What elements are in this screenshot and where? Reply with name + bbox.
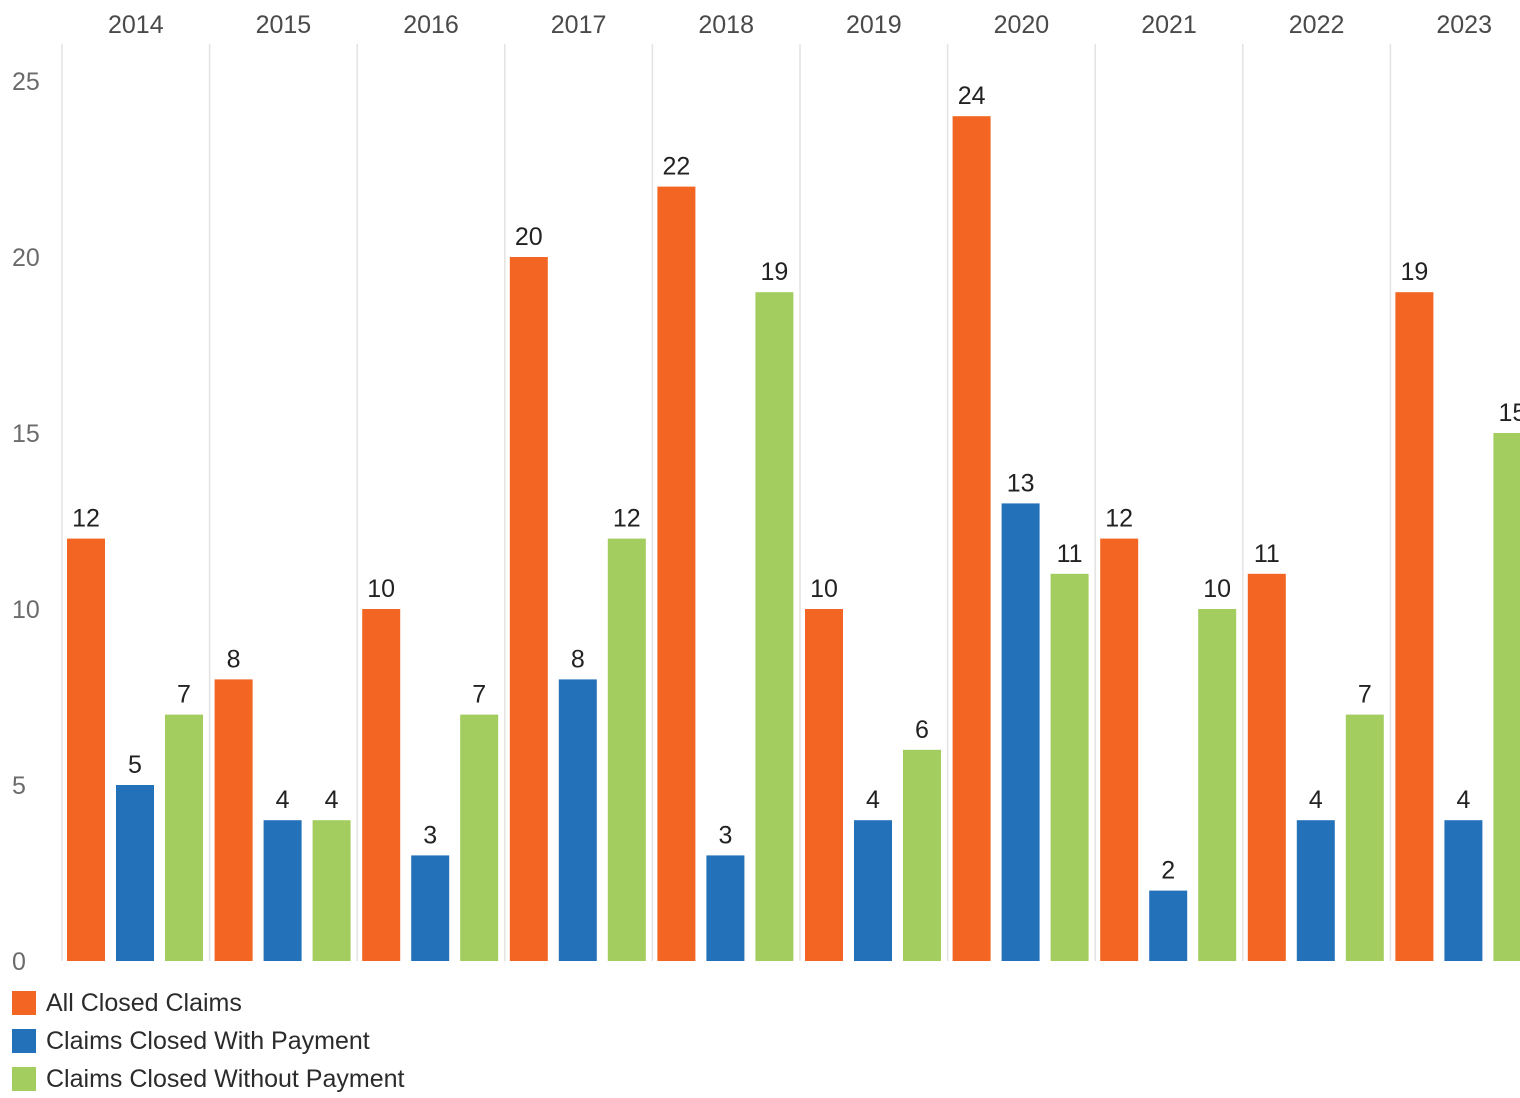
- bar-value-label: 11: [1057, 540, 1083, 568]
- legend-label: All Closed Claims: [46, 988, 242, 1017]
- x-tick-label: 2022: [1289, 11, 1345, 39]
- y-tick-label: 20: [12, 244, 40, 272]
- bar-value-label: 8: [227, 645, 241, 673]
- bar: [263, 820, 302, 961]
- bar: [903, 749, 941, 961]
- bar: [165, 714, 203, 961]
- bar: [952, 116, 991, 961]
- bar: [509, 257, 548, 961]
- x-tick-label: 2023: [1436, 11, 1492, 39]
- legend-label: Claims Closed With Payment: [46, 1026, 370, 1055]
- bar-value-label: 8: [571, 645, 585, 673]
- bar-value-label: 10: [810, 575, 838, 603]
- bar: [1100, 538, 1139, 961]
- x-tick-label: 2016: [403, 11, 459, 39]
- bar: [362, 609, 401, 961]
- bar: [1001, 503, 1040, 961]
- bar-value-label: 22: [662, 153, 690, 181]
- bar-value-label: 3: [718, 821, 732, 849]
- x-axis: 2014 2015 2016 2017 2018 2019 2020 2021 2022 2023: [108, 11, 1492, 39]
- x-tick-label: 2020: [994, 11, 1050, 39]
- bar-value-label: 5: [128, 751, 142, 779]
- bar: [558, 679, 597, 961]
- bar: [1050, 573, 1089, 961]
- x-tick-label: 2017: [551, 11, 607, 39]
- bar: [214, 679, 253, 961]
- bar-value-label: 12: [72, 505, 100, 533]
- y-tick-label: 10: [12, 596, 40, 624]
- legend-swatch: [12, 1029, 36, 1053]
- bar: [460, 714, 499, 961]
- bar: [607, 538, 646, 961]
- bar-value-label: 24: [958, 82, 986, 110]
- bar-value-label: 10: [367, 575, 395, 603]
- legend-item-claims-closed-without-payment: Claims Closed Without Payment: [12, 1060, 404, 1098]
- bar-value-label: 20: [515, 223, 543, 251]
- bar-value-label: 4: [1456, 786, 1470, 814]
- bar-value-label: 6: [915, 716, 929, 744]
- bar: [1395, 292, 1434, 961]
- x-tick-label: 2018: [698, 11, 754, 39]
- bar: [116, 785, 154, 961]
- x-tick-label: 2019: [846, 11, 902, 39]
- y-tick-label: 0: [12, 948, 26, 976]
- bar: [657, 186, 696, 962]
- bar-value-label: 12: [1105, 505, 1133, 533]
- bar: [1149, 890, 1188, 961]
- y-tick-label: 15: [12, 420, 40, 448]
- bar-value-label: 7: [1358, 681, 1372, 709]
- bar-value-label: 4: [276, 786, 290, 814]
- bar: [854, 820, 892, 961]
- bar-value-label: 15: [1498, 399, 1520, 427]
- bar: [1444, 820, 1483, 961]
- bar: [1198, 609, 1237, 961]
- legend-swatch: [12, 1067, 36, 1091]
- bar-value-label: 4: [866, 786, 880, 814]
- x-tick-label: 2014: [108, 11, 164, 39]
- bar-value-label: 7: [177, 681, 191, 709]
- bar: [411, 855, 450, 961]
- bar-value-label: 19: [760, 258, 788, 286]
- bar: [805, 609, 843, 961]
- y-axis: 0 5 10 15 20 25: [12, 68, 40, 976]
- bar: [1296, 820, 1335, 961]
- bar-value-label: 12: [613, 505, 641, 533]
- bar-value-label: 4: [325, 786, 339, 814]
- bar: [1247, 573, 1286, 961]
- bar-value-label: 7: [472, 681, 486, 709]
- bars: [67, 116, 1520, 962]
- bar: [755, 292, 794, 961]
- bar-value-label: 10: [1203, 575, 1231, 603]
- bar-value-label: 4: [1309, 786, 1323, 814]
- bar: [1345, 714, 1384, 961]
- legend-swatch: [12, 991, 36, 1015]
- legend: All Closed Claims Claims Closed With Pay…: [12, 984, 404, 1098]
- x-tick-label: 2021: [1141, 11, 1197, 39]
- bar: [706, 855, 745, 961]
- bar: [312, 820, 351, 961]
- bar-value-label: 11: [1254, 540, 1280, 568]
- grid-lines: [61, 44, 1392, 961]
- y-tick-label: 5: [12, 772, 26, 800]
- bar-value-label: 3: [423, 821, 437, 849]
- y-tick-label: 25: [12, 68, 40, 96]
- bar: [1493, 433, 1520, 961]
- legend-item-claims-closed-with-payment: Claims Closed With Payment: [12, 1022, 404, 1060]
- bar-value-label: 13: [1007, 469, 1035, 497]
- bar-value-label: 19: [1400, 258, 1428, 286]
- bar-value-label: 2: [1161, 857, 1175, 885]
- x-tick-label: 2015: [256, 11, 312, 39]
- legend-item-all-closed-claims: All Closed Claims: [12, 984, 404, 1022]
- bar: [67, 538, 105, 961]
- legend-label: Claims Closed Without Payment: [46, 1064, 405, 1093]
